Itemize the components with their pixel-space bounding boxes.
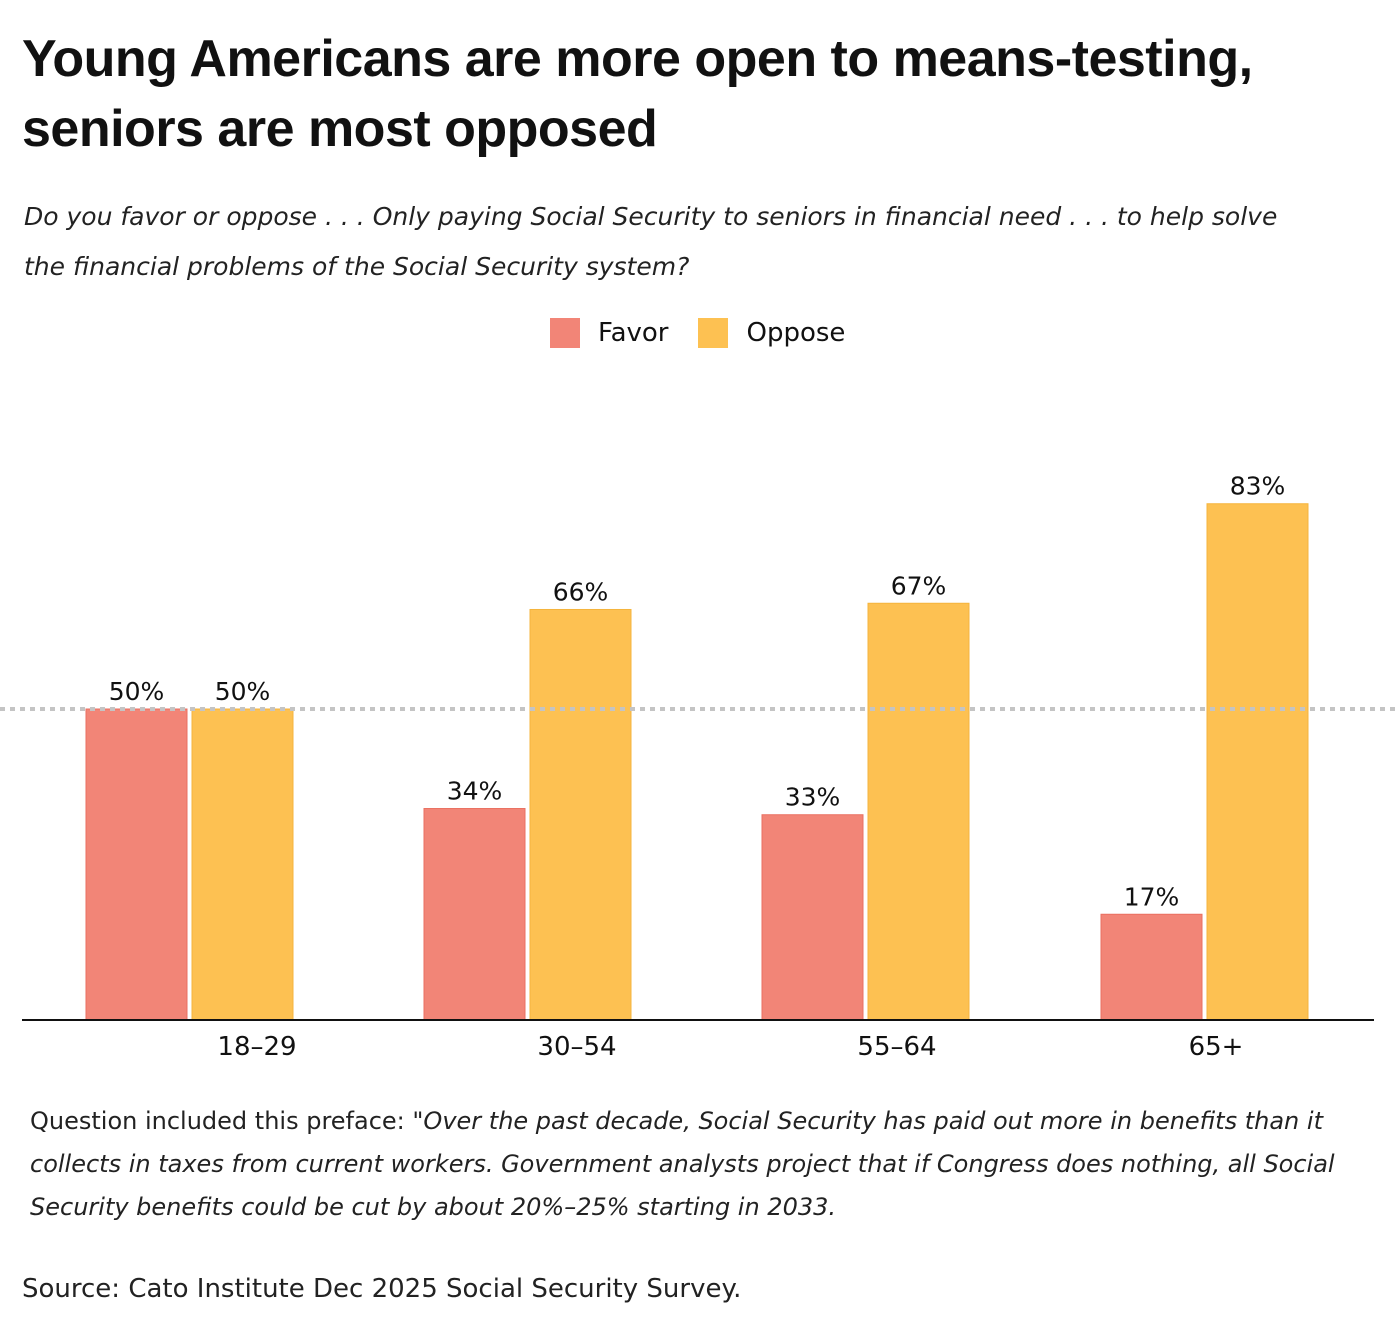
legend-label-oppose: Oppose [746, 318, 846, 348]
data-label: 50% [215, 677, 271, 706]
x-tick-label: 18–29 [217, 1032, 296, 1062]
data-label: 83% [1230, 472, 1286, 501]
legend-swatch-favor [550, 318, 580, 348]
legend: Favor Oppose [550, 318, 875, 348]
x-tick-label: 65+ [1189, 1032, 1244, 1062]
legend-item-favor: Favor [550, 318, 668, 348]
legend-label-favor: Favor [598, 318, 669, 348]
data-label: 50% [109, 677, 165, 706]
x-tick-label: 55–64 [857, 1032, 936, 1062]
footnote-quote: "Over the past decade, Social Security h… [30, 1107, 1335, 1221]
bar-favor [761, 814, 864, 1021]
data-label: 34% [447, 777, 503, 806]
bar-oppose [1206, 503, 1309, 1021]
legend-swatch-oppose [698, 318, 729, 348]
x-tick-label: 30–54 [537, 1032, 616, 1062]
bar-oppose [867, 602, 970, 1021]
chart-title: Young Americans are more open to means-t… [22, 30, 1253, 158]
chart-subtitle: Do you favor or oppose . . . Only paying… [24, 202, 1278, 281]
bar-oppose [191, 708, 294, 1021]
bar-oppose [529, 608, 632, 1021]
footnote-prefix: Question included this preface: [30, 1107, 413, 1135]
data-label: 17% [1124, 882, 1180, 911]
bar-chart: 50% 50% 18–29 34% 66% 30–54 33% 67% 55–64 17% 83% 6… [0, 472, 1400, 1062]
data-label: 66% [553, 577, 609, 606]
bar-favor [1100, 913, 1203, 1021]
footnote: Question included this preface: "Over th… [30, 1100, 1370, 1229]
data-label: 67% [891, 571, 947, 600]
legend-item-oppose: Oppose [698, 318, 845, 348]
data-label: 33% [785, 783, 841, 812]
bar-favor [423, 808, 526, 1021]
source-note: Source: Cato Institute Dec 2025 Social S… [22, 1274, 742, 1304]
bar-favor [85, 708, 188, 1021]
